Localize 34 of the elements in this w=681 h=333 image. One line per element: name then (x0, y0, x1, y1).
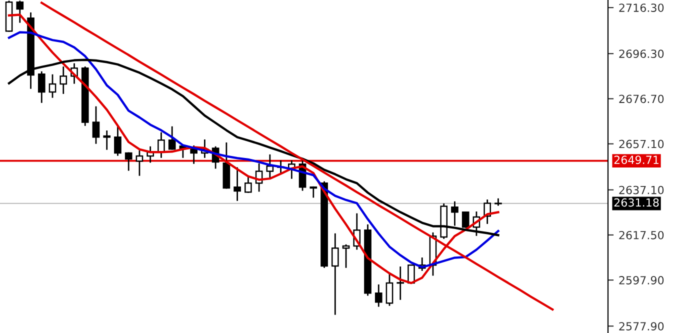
candlestick (92, 106, 100, 144)
y-tick-label: 2577.90 (619, 322, 664, 330)
ref-line-label: 2649.71 (614, 156, 658, 164)
candlestick (16, 0, 24, 23)
candlestick (103, 130, 111, 150)
y-tick-label: 2676.70 (619, 94, 664, 104)
candlestick (234, 167, 241, 201)
candlestick (136, 150, 144, 176)
candlestick (310, 186, 318, 198)
y-tick-label: 2597.90 (619, 276, 664, 284)
y-tick-label: 2657.10 (619, 140, 664, 148)
candlestick (158, 132, 165, 158)
y-tick-label: 2696.30 (619, 50, 664, 58)
y-tick-label: 2716.30 (619, 4, 664, 12)
candlestick (396, 266, 404, 300)
candlestick (494, 198, 502, 206)
y-tick-label: 2637.10 (619, 186, 664, 194)
y-tick-label: 2617.50 (619, 230, 664, 240)
candlestick (244, 176, 252, 193)
candlestick (462, 211, 470, 228)
candlestick (451, 201, 458, 226)
candlestick (168, 126, 176, 150)
candlestick (60, 66, 68, 94)
candlestick (124, 152, 132, 171)
candlestick (408, 264, 415, 284)
candlestick (48, 74, 56, 98)
candlestick (374, 284, 382, 307)
candlestick (114, 125, 122, 156)
candlestick (38, 71, 46, 103)
candlestick (331, 233, 339, 315)
candlestick (266, 154, 274, 178)
ref-line-label: 2631.18 (614, 198, 659, 207)
candlestick (342, 244, 350, 268)
candlestick (386, 272, 394, 306)
